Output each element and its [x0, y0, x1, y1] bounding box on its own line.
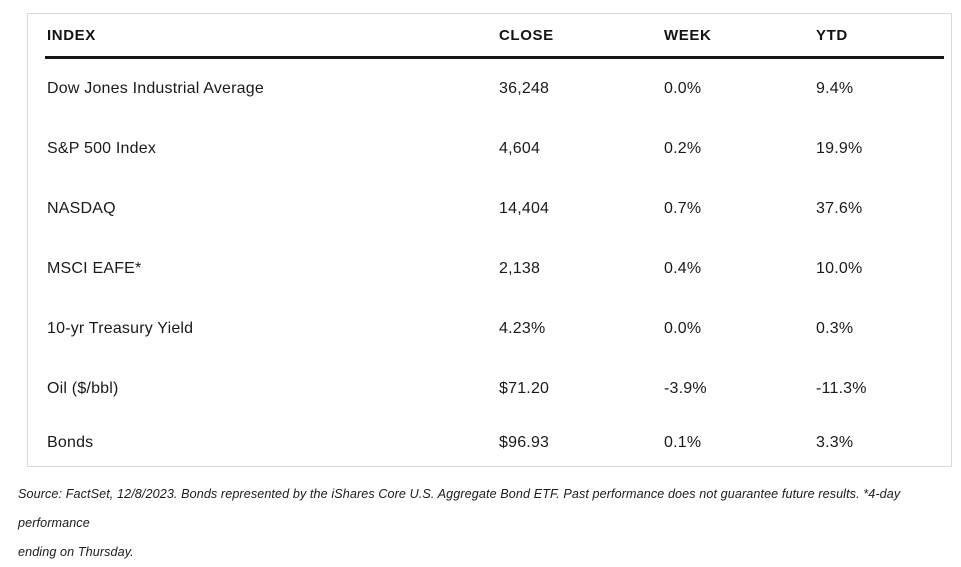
cell-index-name: 10-yr Treasury Yield: [47, 320, 194, 337]
cell-ytd-value: 0.3%: [816, 320, 854, 337]
cell-index-name: MSCI EAFE*: [47, 260, 142, 277]
cell-ytd-value: 19.9%: [816, 140, 863, 157]
cell-index-name: Oil ($/bbl): [47, 380, 119, 397]
table-row-dow-jones: Dow Jones Industrial Average 36,248 0.0%…: [28, 59, 951, 119]
cell-index-name: Bonds: [47, 433, 94, 451]
cell-ytd-value: 9.4%: [816, 80, 854, 97]
cell-ytd-value: 10.0%: [816, 260, 863, 277]
cell-index-name: NASDAQ: [47, 200, 116, 217]
cell-ytd-value: 37.6%: [816, 200, 863, 217]
cell-close-value: $96.93: [499, 433, 550, 451]
source-footnote: Source: FactSet, 12/8/2023. Bonds repres…: [18, 480, 948, 567]
cell-week-value: 0.1%: [664, 433, 702, 451]
cell-week-value: 0.2%: [664, 140, 702, 157]
cell-close-value: 36,248: [499, 80, 550, 97]
column-header-close: CLOSE: [499, 26, 554, 44]
table-row-bonds: Bonds $96.93 0.1% 3.3%: [28, 419, 951, 466]
cell-week-value: 0.0%: [664, 80, 702, 97]
table-row-sp500: S&P 500 Index 4,604 0.2% 19.9%: [28, 119, 951, 179]
cell-close-value: 2,138: [499, 260, 541, 277]
cell-ytd-value: 3.3%: [816, 433, 854, 451]
cell-close-value: 4.23%: [499, 320, 546, 337]
cell-close-value: 14,404: [499, 200, 550, 217]
table-row-nasdaq: NASDAQ 14,404 0.7% 37.6%: [28, 179, 951, 239]
source-footnote-line2: ending on Thursday.: [18, 545, 134, 559]
table-row-msci-eafe: MSCI EAFE* 2,138 0.4% 10.0%: [28, 239, 951, 299]
source-footnote-line1: Source: FactSet, 12/8/2023. Bonds repres…: [18, 487, 901, 530]
cell-ytd-value: -11.3%: [816, 380, 867, 397]
column-header-ytd: YTD: [816, 26, 848, 44]
column-header-index: INDEX: [47, 26, 96, 44]
cell-week-value: -3.9%: [664, 380, 707, 397]
cell-index-name: Dow Jones Industrial Average: [47, 80, 264, 97]
table-row-oil: Oil ($/bbl) $71.20 -3.9% -11.3%: [28, 359, 951, 419]
header-divider-rule: [45, 56, 944, 59]
cell-close-value: $71.20: [499, 380, 550, 397]
table-row-10yr-treasury: 10-yr Treasury Yield 4.23% 0.0% 0.3%: [28, 299, 951, 359]
cell-week-value: 0.0%: [664, 320, 702, 337]
market-index-table: INDEX CLOSE WEEK YTD Dow Jones Industria…: [27, 13, 952, 467]
table-header-row: INDEX CLOSE WEEK YTD: [28, 14, 951, 56]
cell-index-name: S&P 500 Index: [47, 140, 157, 157]
column-header-week: WEEK: [664, 26, 712, 44]
cell-week-value: 0.7%: [664, 200, 702, 217]
cell-close-value: 4,604: [499, 140, 541, 157]
cell-week-value: 0.4%: [664, 260, 702, 277]
